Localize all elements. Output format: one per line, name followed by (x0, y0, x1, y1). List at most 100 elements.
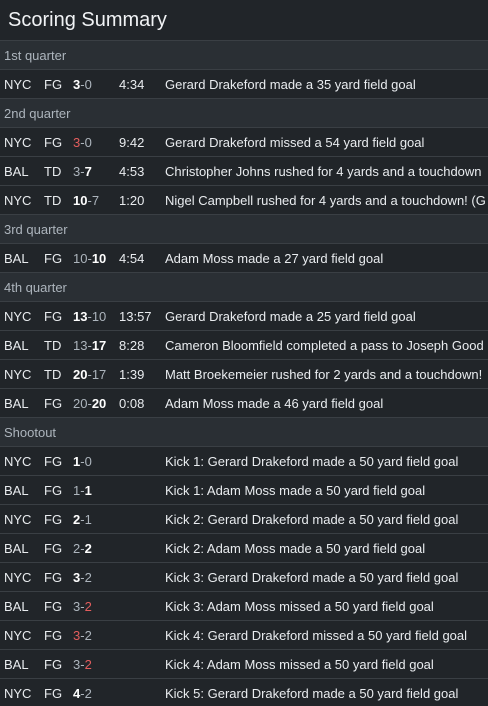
home-score: 20 (91, 395, 107, 411)
away-score: 3 (73, 163, 81, 179)
period-label: 4th quarter (4, 279, 67, 295)
score-separator: - (87, 192, 92, 208)
play-description: Kick 1: Gerard Drakeford made a 50 yard … (165, 453, 459, 469)
score: 10-10 (69, 251, 115, 266)
play-description: Kick 1: Adam Moss made a 50 yard field g… (165, 482, 426, 498)
game-clock: 4:54 (119, 250, 145, 266)
play-type: TD (44, 366, 62, 382)
away-score: 3 (73, 76, 81, 92)
home-score: 10 (91, 250, 107, 266)
play-type: FG (44, 482, 63, 498)
team-abbr: BAL (4, 395, 29, 411)
play-type: FG (44, 656, 63, 672)
team-abbr: NYC (4, 511, 32, 527)
period-label: 3rd quarter (4, 221, 68, 237)
period-header: 1st quarter (0, 41, 488, 70)
team-abbr: NYC (4, 308, 32, 324)
game-clock: 4:53 (119, 163, 145, 179)
score-separator: - (80, 569, 85, 585)
scoring-play-row: BAL FG 10-10 4:54 Adam Moss made a 27 yard f… (0, 244, 488, 273)
scoring-table: 1st quarter NYC FG 3-0 4:34 Gerard Drakeford … (0, 40, 488, 706)
scoring-play-row: BAL FG 3-2 Kick 3: Adam Moss missed a 50 ya… (0, 592, 488, 621)
play-description: Gerard Drakeford made a 35 yard field go… (165, 76, 416, 92)
play-type: TD (44, 163, 62, 179)
score-separator: - (87, 250, 92, 266)
team-abbr: BAL (4, 598, 29, 614)
scoring-play-row: NYC TD 10-7 1:20 Nigel Campbell rushed for 4… (0, 186, 488, 215)
away-score: 3 (73, 627, 81, 643)
play-type: FG (44, 308, 63, 324)
score: 3-0 (69, 77, 115, 92)
away-score: 13 (73, 308, 88, 324)
play-type: TD (44, 192, 62, 208)
play-type: FG (44, 540, 63, 556)
game-clock: 8:28 (119, 337, 145, 353)
play-description: Nigel Campbell rushed for 4 yards and a … (165, 192, 486, 208)
team-abbr: BAL (4, 250, 29, 266)
play-type: FG (44, 511, 63, 527)
play-description: Kick 2: Adam Moss made a 50 yard field g… (165, 540, 426, 556)
scoring-play-row: NYC FG 3-2 Kick 3: Gerard Drakeford made a … (0, 563, 488, 592)
home-score: 10 (91, 308, 107, 324)
home-score: 2 (84, 656, 92, 672)
game-clock: 1:39 (119, 366, 145, 382)
away-score: 10 (73, 192, 88, 208)
score-separator: - (80, 511, 85, 527)
play-description: Matt Broekemeier rushed for 2 yards and … (165, 366, 483, 382)
score-separator: - (80, 598, 85, 614)
score-separator: - (80, 76, 85, 92)
away-score: 10 (73, 250, 88, 266)
team-abbr: NYC (4, 76, 32, 92)
scoring-play-row: NYC FG 3-0 9:42 Gerard Drakeford missed a 54… (0, 128, 488, 157)
score-separator: - (80, 453, 85, 469)
scoring-play-row: NYC FG 2-1 Kick 2: Gerard Drakeford made a … (0, 505, 488, 534)
play-description: Gerard Drakeford missed a 54 yard field … (165, 134, 425, 150)
play-type: FG (44, 134, 63, 150)
home-score: 2 (84, 627, 92, 643)
play-description: Kick 4: Gerard Drakeford missed a 50 yar… (165, 627, 468, 643)
scoring-play-row: BAL TD 13-17 8:28 Cameron Bloomfield complet… (0, 331, 488, 360)
team-abbr: NYC (4, 685, 32, 701)
play-type: FG (44, 685, 63, 701)
away-score: 1 (73, 482, 81, 498)
period-label: Shootout (4, 424, 57, 440)
scoring-play-row: NYC FG 3-0 4:34 Gerard Drakeford made a 35 y… (0, 70, 488, 99)
play-type: FG (44, 598, 63, 614)
scoring-play-row: BAL FG 1-1 Kick 1: Adam Moss made a 50 yard… (0, 476, 488, 505)
game-clock: 4:34 (119, 76, 145, 92)
home-score: 0 (84, 76, 92, 92)
score-separator: - (80, 656, 85, 672)
play-description: Kick 4: Adam Moss missed a 50 yard field… (165, 656, 434, 672)
score-separator: - (80, 134, 85, 150)
period-label: 2nd quarter (4, 105, 71, 121)
team-abbr: BAL (4, 540, 29, 556)
team-abbr: NYC (4, 192, 32, 208)
away-score: 3 (73, 598, 81, 614)
home-score: 2 (84, 569, 92, 585)
away-score: 20 (73, 366, 88, 382)
play-description: Kick 3: Adam Moss missed a 50 yard field… (165, 598, 434, 614)
away-score: 2 (73, 540, 81, 556)
play-description: Christopher Johns rushed for 4 yards and… (165, 163, 482, 179)
game-clock: 13:57 (119, 308, 152, 324)
home-score: 1 (84, 511, 92, 527)
score: 2-1 (69, 512, 115, 527)
period-header: 3rd quarter (0, 215, 488, 244)
scoring-play-row: NYC FG 13-10 13:57 Gerard Drakeford made a 2… (0, 302, 488, 331)
away-score: 13 (73, 337, 88, 353)
play-description: Kick 3: Gerard Drakeford made a 50 yard … (165, 569, 459, 585)
home-score: 17 (91, 337, 107, 353)
period-header: Shootout (0, 418, 488, 447)
team-abbr: NYC (4, 569, 32, 585)
score: 3-2 (69, 570, 115, 585)
play-type: FG (44, 453, 63, 469)
score-separator: - (80, 685, 85, 701)
score: 20-20 (69, 396, 115, 411)
score: 3-2 (69, 657, 115, 672)
scoring-play-row: NYC TD 20-17 1:39 Matt Broekemeier rushed fo… (0, 360, 488, 389)
home-score: 0 (84, 453, 92, 469)
period-header: 2nd quarter (0, 99, 488, 128)
team-abbr: BAL (4, 482, 29, 498)
away-score: 3 (73, 134, 81, 150)
